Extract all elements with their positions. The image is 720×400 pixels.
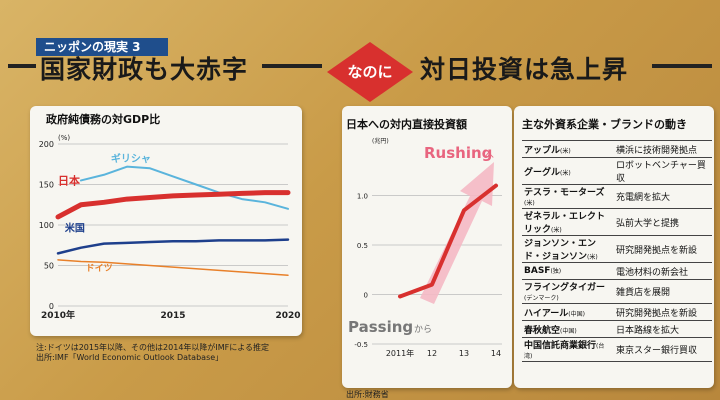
brand-company: 中国信託商業銀行(台湾) xyxy=(522,337,610,362)
badge-text: なのに xyxy=(347,63,393,81)
passing-suffix: から xyxy=(414,324,432,335)
debt-chart-source: 出所:IMF「World Economic Outlook Database」 xyxy=(36,353,224,362)
brand-country: (デンマーク) xyxy=(524,295,559,302)
brand-country: (中国) xyxy=(568,310,585,318)
debt-xtick-label: 2020 xyxy=(275,311,300,321)
brand-company: ジョンソン・エンド・ジョンソン(米) xyxy=(522,235,610,263)
header-mid-dash xyxy=(262,64,322,68)
header-right-dash xyxy=(652,64,712,68)
invest-series-line xyxy=(398,183,498,299)
invest-ytick-label: 0.5 xyxy=(357,242,368,250)
section-tag: ニッポンの現実 3 xyxy=(36,38,168,56)
brand-row: ゼネラル・エレクトリック(米) 弘前大学と提携 xyxy=(522,208,712,236)
debt-series-label: ドイツ xyxy=(86,263,113,274)
debt-series-line xyxy=(80,165,289,210)
brand-company: BASF(独) xyxy=(522,262,610,280)
brand-row: 春秋航空(中国) 日本路線を拡大 xyxy=(522,320,712,338)
invest-chart-title: 日本への対内直接投資額 xyxy=(346,118,467,131)
brand-description: 横浜に技術開発拠点 xyxy=(610,140,712,158)
brands-table: アップル(米) 横浜に技術開発拠点 グーグル(米) ロボットベンチャー買収 テスラ・モー… xyxy=(522,140,712,362)
brand-company: 春秋航空(中国) xyxy=(522,320,610,338)
brand-description: 雑貨店を展開 xyxy=(610,279,712,304)
brand-description: ロボットベンチャー買収 xyxy=(610,157,712,185)
brand-country: (米) xyxy=(560,147,571,155)
rushing-label: Rushing xyxy=(424,144,492,162)
brand-row: テスラ・モーターズ(米) 充電網を拡大 xyxy=(522,184,712,209)
debt-unit-label: (%) xyxy=(58,134,70,142)
brand-country: (米) xyxy=(560,169,571,177)
debt-xtick-label: 2015 xyxy=(160,311,185,321)
brands-title: 主な外資系企業・ブランドの動き xyxy=(522,118,687,131)
left-headline: 国家財政も大赤字 xyxy=(40,55,249,84)
invest-xtick-label: 13 xyxy=(459,349,469,358)
brand-row: ハイアール(中国) 研究開発拠点を新設 xyxy=(522,303,712,321)
brand-description: 東京スター銀行買収 xyxy=(610,337,712,362)
brand-country: (中国) xyxy=(560,327,577,335)
brand-description: 弘前大学と提携 xyxy=(610,208,712,236)
debt-ytick-label: 100 xyxy=(39,221,54,230)
debt-ytick-label: 0 xyxy=(49,302,54,311)
invest-xtick-label: 14 xyxy=(491,349,501,358)
brand-company: グーグル(米) xyxy=(522,157,610,185)
brand-row: 中国信託商業銀行(台湾) 東京スター銀行買収 xyxy=(522,337,712,362)
debt-series-line xyxy=(55,190,291,220)
invest-chart-panel xyxy=(342,106,512,388)
debt-series-label: ギリシャ xyxy=(111,152,151,165)
brand-row: フライングタイガー(デンマーク) 雑貨店を展開 xyxy=(522,279,712,304)
brand-country: (米) xyxy=(587,254,598,261)
debt-series-label: 日本 xyxy=(58,174,80,188)
debt-ytick-label: 150 xyxy=(39,181,54,190)
invest-ytick-label: 1.0 xyxy=(357,193,368,201)
header-left-dash xyxy=(8,64,36,68)
debt-series-label: 米国 xyxy=(65,221,85,234)
brand-country: (独) xyxy=(550,268,562,275)
debt-ytick-label: 200 xyxy=(39,140,54,149)
brand-row: ジョンソン・エンド・ジョンソン(米) 研究開発拠点を新設 xyxy=(522,235,712,263)
brand-description: 日本路線を拡大 xyxy=(610,320,712,338)
brand-row: BASF(独) 電池材料の新会社 xyxy=(522,262,712,280)
debt-ytick-label: 50 xyxy=(44,262,54,271)
brand-description: 充電網を拡大 xyxy=(610,184,712,209)
rushing-suffix: へ xyxy=(485,151,494,161)
debt-series-line xyxy=(56,238,290,255)
brand-description: 電池材料の新会社 xyxy=(610,262,712,280)
invest-unit-label: (兆円) xyxy=(372,137,389,145)
invest-ytick-label: 0 xyxy=(364,292,368,300)
invest-chart-source: 出所:財務省 xyxy=(346,390,389,399)
right-headline: 対日投資は急上昇 xyxy=(420,55,629,84)
brand-company: ゼネラル・エレクトリック(米) xyxy=(522,208,610,236)
brand-company: ハイアール(中国) xyxy=(522,303,610,321)
debt-chart-title: 政府純債務の対GDP比 xyxy=(46,113,161,126)
debt-series-line xyxy=(57,259,289,276)
brand-country: (米) xyxy=(551,227,562,234)
debt-chart-note: 注:ドイツは2015年以降、その他は2014年以降がIMFによる推定 xyxy=(36,343,270,352)
invest-ytick-label: -0.5 xyxy=(354,341,368,349)
brand-country: (米) xyxy=(524,200,535,207)
debt-xtick-label: 2010年 xyxy=(41,309,75,321)
brand-description: 研究開発拠点を新設 xyxy=(610,235,712,263)
invest-xtick-label: 2011年 xyxy=(386,348,414,358)
invest-xtick-label: 12 xyxy=(427,349,437,358)
brand-country: (台湾) xyxy=(524,343,605,360)
brand-company: アップル(米) xyxy=(522,140,610,158)
passing-label: Passing xyxy=(348,318,413,336)
brand-company: フライングタイガー(デンマーク) xyxy=(522,279,610,304)
nanoni-badge: なのに xyxy=(325,40,415,104)
brand-row: グーグル(米) ロボットベンチャー買収 xyxy=(522,157,712,185)
brand-description: 研究開発拠点を新設 xyxy=(610,303,712,321)
brand-company: テスラ・モーターズ(米) xyxy=(522,184,610,209)
brand-row: アップル(米) 横浜に技術開発拠点 xyxy=(522,140,712,158)
